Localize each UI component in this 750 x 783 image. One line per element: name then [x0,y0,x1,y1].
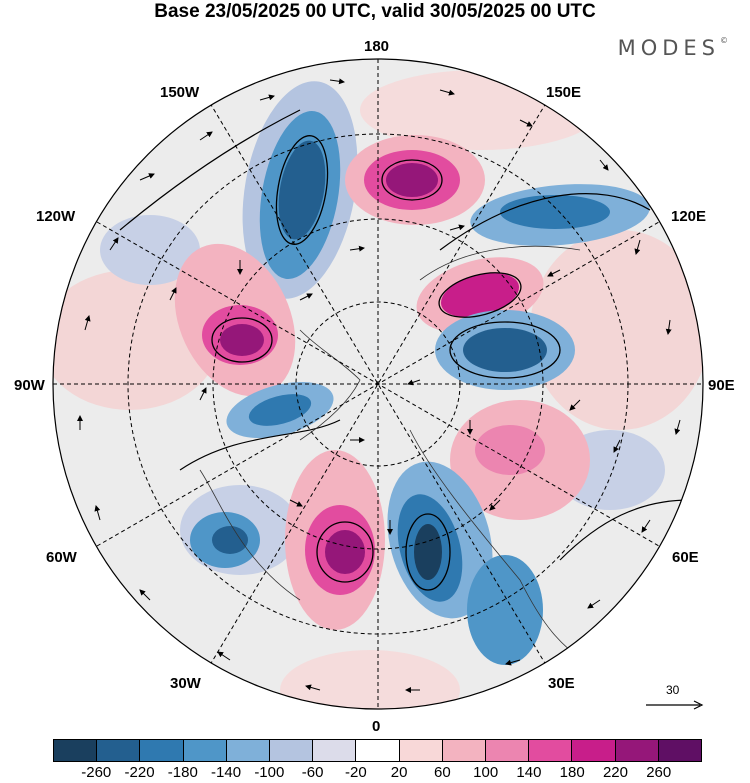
wind-scale-arrow [646,700,704,710]
brand-mark: © [720,36,728,45]
lon-label-150w: 150W [160,84,200,101]
colorbar-cell [270,740,314,761]
colorbar-tick-label: 100 [473,764,499,781]
colorbar-cell [615,740,659,761]
brand-text: MODES [617,36,720,60]
colorbar-cell [226,740,271,761]
colorbar-tick-label: -140 [211,764,242,781]
colorbar-tick-label: -20 [345,764,367,781]
colorbar-tick-label: -180 [167,764,198,781]
lon-label-120e: 120E [671,208,707,225]
lon-label-60w: 60W [46,549,77,566]
brand-logo: MODES© [618,36,728,60]
colorbar-tick-label: -60 [301,764,324,781]
colorbar-cell [399,740,443,761]
colorbar-cell [183,740,227,761]
lon-label-30w: 30W [170,675,201,692]
colorbar-cell [658,740,702,761]
wind-scale-label: 30 [666,683,680,697]
map-border [52,58,704,710]
lon-label-right: 90E [708,377,735,394]
colorbar-tick-label: 60 [434,764,451,781]
colorbar-tick-label: 260 [646,764,672,781]
lon-label-left: 90W [14,377,45,394]
colorbar-cell [442,740,487,761]
colorbar-cell [486,740,530,761]
lon-label-60e: 60E [672,549,699,566]
colorbar-tick-label: 20 [390,764,408,781]
graticule [53,59,703,709]
colorbar-tick-label: 220 [602,764,628,781]
lon-label-bottom: 0 [372,718,381,735]
colorbar-tick-label: 180 [559,764,585,781]
colorbar-cell [140,740,184,761]
lon-label-top: 180 [364,38,390,55]
chart-title: Base 23/05/2025 00 UTC, valid 30/05/2025… [154,1,596,22]
colorbar-cell [313,740,357,761]
colorbar-tick-label: -100 [254,764,285,781]
wind-vectors [77,78,681,693]
colorbar-cell [572,740,616,761]
colorbar [53,739,702,762]
colorbar-cell [356,740,400,761]
colorbar-cell [97,740,141,761]
colorbar-tick-label: 140 [516,764,542,781]
colorbar-cell [529,740,573,761]
anomaly-field [53,70,703,709]
colorbar-tick-label: -220 [124,764,155,781]
lon-label-30e: 30E [548,675,575,692]
lon-label-120w: 120W [36,208,76,225]
lon-label-150e: 150E [546,84,582,101]
colorbar-ticks: -260 -220 -180 -140 -100 -60 -20 20 60 100 140 180 2… [0,764,750,782]
colorbar-cell [54,740,98,761]
colorbar-tick-label: -260 [81,764,112,781]
